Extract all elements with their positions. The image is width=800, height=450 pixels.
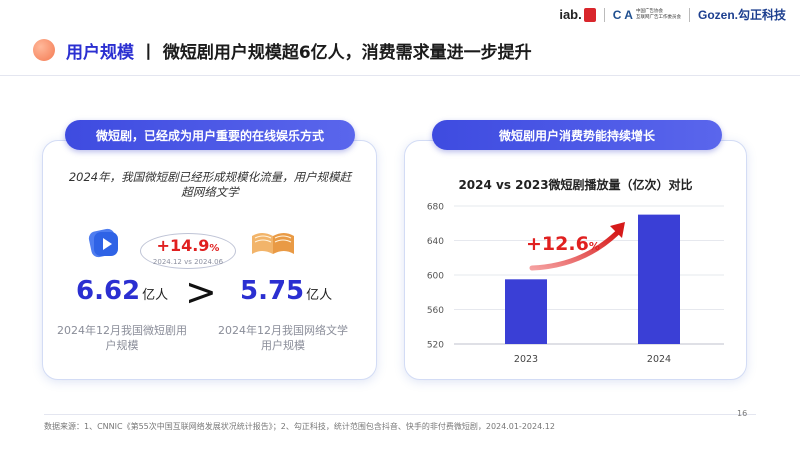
growth-bubble: +14.9% 2024.12 vs 2024.06: [140, 233, 236, 269]
y-tick-label: 640: [427, 237, 444, 247]
x-tick-label: 2024: [647, 354, 671, 365]
open-book-icon: [252, 233, 294, 254]
iab-logo: iab.: [559, 7, 596, 22]
footer-divider: [44, 414, 756, 415]
bar-2023: [505, 279, 547, 344]
y-tick-label: 520: [427, 341, 444, 351]
x-tick-label: 2023: [514, 354, 538, 365]
short-drama-users-metric: 6.62 亿人: [76, 276, 169, 306]
growth-period-note: 2024.12 vs 2024.06: [152, 258, 224, 266]
playback-bar-chart: 520 560 600 640 680 2023 2024 +12.6%: [427, 203, 724, 365]
greater-than-sign: >: [185, 270, 217, 314]
short-drama-users-caption: 2024年12月我国微短剧用户规模: [57, 324, 187, 352]
y-tick-label: 560: [427, 306, 444, 316]
title-divider: [0, 75, 800, 76]
user-scale-card-header: 微短剧，已经成为用户重要的在线娱乐方式: [65, 120, 355, 150]
y-tick-label: 680: [427, 203, 444, 213]
growth-arrowhead: [610, 222, 625, 238]
chart-title: 2024 vs 2023微短剧播放量（亿次）对比: [458, 178, 693, 192]
consumption-card-header: 微短剧用户消费势能持续增长: [432, 120, 722, 150]
y-tick-label: 600: [427, 272, 444, 282]
growth-arrow: [529, 230, 620, 271]
growth-value: +14.9: [156, 236, 210, 255]
gozen-logo: Gozen.勾正科技: [697, 8, 786, 22]
data-source-note: 数据来源：1、CNNIC《第55次中国互联网络发展状况统计报告》；2、勾正科技，…: [44, 422, 555, 431]
online-literature-users-caption: 2024年12月我国网络文学用户规模: [218, 324, 348, 352]
page-title: 用户规模 丨 微短剧用户规模超6亿人，消费需求量进一步提升: [66, 43, 532, 63]
chart-growth-annotation: +12.6%: [526, 233, 600, 255]
short-video-app-icon: [88, 228, 118, 258]
page-number: 16: [737, 409, 748, 418]
partner-logos: iab. C A 中国广告协会 互联网广告工作委员会 Gozen.勾正科技: [559, 6, 786, 23]
title-bullet-icon: [33, 39, 55, 61]
logo-divider: [688, 7, 690, 22]
user-scale-lead-text: 2024年，我国微短剧已经形成规模化流量，用户规模赶超网络文学: [68, 170, 352, 199]
cma-logo: C A 中国广告协会 互联网广告工作委员会: [612, 7, 681, 22]
logo-divider: [603, 7, 605, 22]
growth-percent-sign: %: [209, 243, 220, 254]
online-literature-users-metric: 5.75 亿人: [240, 276, 333, 306]
bar-2024: [638, 214, 680, 344]
